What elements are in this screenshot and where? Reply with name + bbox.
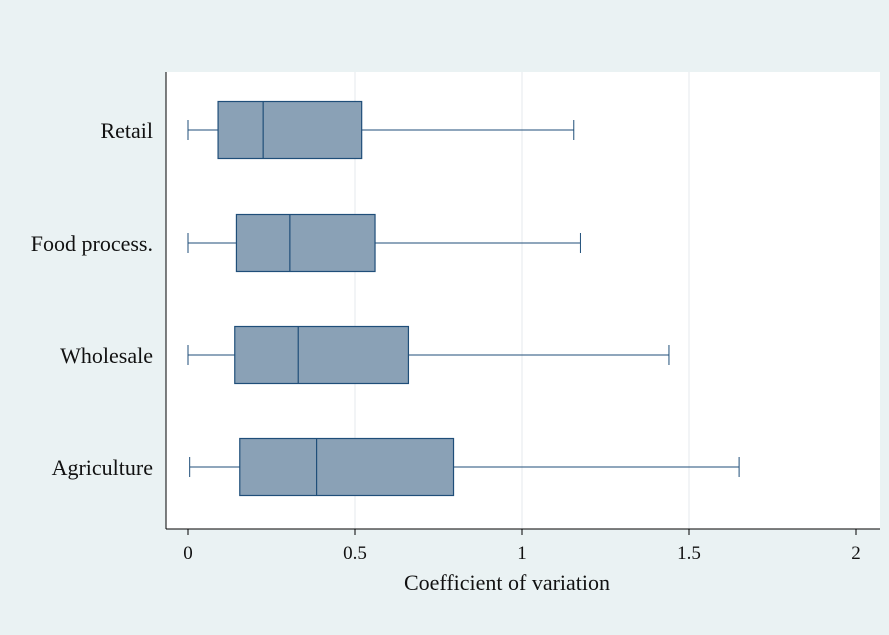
box-1 <box>187 100 575 160</box>
iqr-box <box>235 213 376 273</box>
category-label: Food process. <box>31 231 153 256</box>
category-label: Agriculture <box>52 455 153 480</box>
x-tick-label: 1.5 <box>677 543 701 564</box>
iqr-box <box>217 100 363 160</box>
box-3 <box>187 325 670 385</box>
category-label: Wholesale <box>60 343 153 368</box>
category-labels: Retail Food process. Wholesale Agriculture <box>31 118 153 480</box>
x-axis-title: Coefficient of variation <box>404 570 610 595</box>
x-tick-label: 1 <box>517 543 527 564</box>
x-tick-label: 2 <box>851 543 861 564</box>
x-tick-label: 0.5 <box>343 543 367 564</box>
box-2 <box>187 213 581 273</box>
x-ticks: 0 0.5 1 1.5 2 <box>183 529 861 564</box>
iqr-box <box>234 325 410 385</box>
axes <box>165 72 880 530</box>
category-label: Retail <box>100 118 153 143</box>
x-tick-label: 0 <box>183 543 193 564</box>
box-series <box>187 100 740 497</box>
iqr-box <box>239 437 455 497</box>
box-4 <box>189 437 740 497</box>
